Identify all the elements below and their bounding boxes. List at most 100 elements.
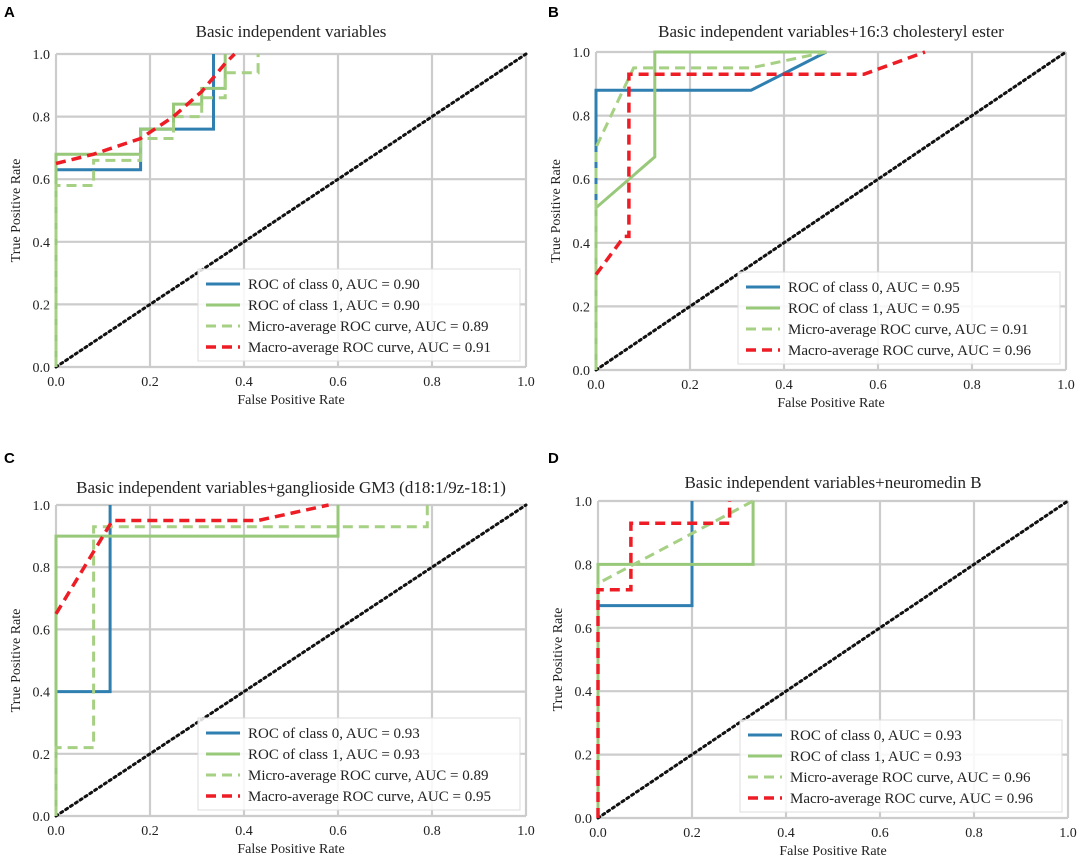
- y-axis-label: True Positive Rate: [551, 608, 566, 712]
- y-tick-label: 0.2: [575, 749, 593, 764]
- panel-letter: B: [548, 4, 559, 21]
- series-line-diagonal: [54, 503, 528, 818]
- panel-letter: D: [548, 450, 559, 467]
- series-lines: [54, 503, 528, 818]
- legend-frame: [739, 719, 1063, 813]
- y-tick-label: 0.6: [33, 173, 51, 188]
- series-line-micro: [594, 50, 827, 370]
- legend-frame: [737, 271, 1061, 365]
- panel-d: D Basic independent variables+neuromedin …: [548, 450, 1077, 859]
- legend-entry: Macro-average ROC curve, AUC = 0.95: [248, 789, 491, 805]
- series-line-diagonal: [54, 52, 528, 369]
- y-tick-label: 0.4: [573, 237, 591, 252]
- series-line-class0: [54, 505, 112, 816]
- x-tick-label: 0.4: [235, 824, 253, 839]
- chart-title: Basic independent variables+neuromedin B: [684, 473, 981, 492]
- legend-entry: Micro-average ROC curve, AUC = 0.91: [788, 322, 1028, 338]
- legend-frame: [197, 268, 521, 362]
- x-tick-label: 0.6: [329, 375, 347, 390]
- panel-letter: A: [4, 4, 15, 21]
- legend-entry: ROC of class 0, AUC = 0.93: [248, 726, 420, 742]
- y-tick-label: 1.0: [33, 499, 51, 514]
- y-tick-label: 0.4: [33, 686, 51, 701]
- legend: ROC of class 0, AUC = 0.90 ROC of class 1…: [197, 268, 521, 362]
- legend: ROC of class 0, AUC = 0.95 ROC of class 1…: [737, 271, 1061, 365]
- series-line-macro: [596, 501, 732, 818]
- series-lines: [594, 50, 1068, 372]
- x-tick-label: 1.0: [517, 375, 535, 390]
- legend-entry: Macro-average ROC curve, AUC = 0.96: [790, 791, 1033, 807]
- x-tick-label: 0.0: [587, 378, 605, 393]
- x-axis-label: False Positive Rate: [777, 396, 884, 411]
- y-tick-label: 0.6: [33, 623, 51, 638]
- x-tick-label: 0.6: [329, 824, 347, 839]
- x-tick-label: 0.4: [775, 378, 793, 393]
- series-lines: [596, 499, 1070, 820]
- x-tick-label: 0.0: [589, 826, 607, 841]
- panel-c: C Basic independent variables+ganglioside…: [4, 450, 535, 857]
- chart-title: Basic independent variables+ganglioside …: [76, 478, 506, 497]
- series-line-macro: [594, 50, 926, 276]
- legend-entry: ROC of class 1, AUC = 0.93: [248, 747, 420, 763]
- x-tick-label: 0.0: [47, 824, 65, 839]
- legend-entry: Macro-average ROC curve, AUC = 0.96: [788, 343, 1031, 359]
- series-line-class1: [54, 505, 340, 816]
- x-axis-label: False Positive Rate: [779, 844, 886, 859]
- series-line-macro: [55, 52, 236, 166]
- series-line-micro: [54, 505, 429, 816]
- legend-entry: ROC of class 1, AUC = 0.95: [788, 301, 960, 317]
- x-tick-label: 0.8: [423, 824, 441, 839]
- y-tick-label: 0.0: [573, 364, 591, 379]
- legend-entry: Micro-average ROC curve, AUC = 0.89: [248, 319, 488, 335]
- x-tick-label: 1.0: [1057, 378, 1075, 393]
- legend-entry: Micro-average ROC curve, AUC = 0.96: [790, 770, 1031, 786]
- panel-b: B Basic independent variables+16:3 choles…: [548, 4, 1075, 411]
- y-axis-label: True Positive Rate: [549, 159, 564, 263]
- panel-letter: C: [4, 450, 15, 467]
- y-tick-label: 0.0: [575, 812, 593, 827]
- y-axis-label: True Positive Rate: [9, 159, 24, 263]
- series-line-class1: [596, 501, 755, 818]
- legend-entry: ROC of class 0, AUC = 0.93: [790, 728, 962, 744]
- x-tick-label: 0.2: [141, 375, 159, 390]
- y-tick-label: 0.6: [575, 622, 593, 637]
- series-line-class1: [54, 54, 227, 367]
- y-tick-label: 0.0: [33, 361, 51, 376]
- x-tick-label: 1.0: [517, 824, 535, 839]
- series-line-micro: [596, 499, 754, 818]
- y-tick-label: 1.0: [575, 495, 593, 510]
- y-tick-label: 1.0: [33, 48, 51, 63]
- grid: [54, 52, 528, 369]
- legend-entry: Micro-average ROC curve, AUC = 0.89: [248, 768, 488, 784]
- panel-a: A Basic independent variables 0.00.0 0.2 0.2…: [4, 4, 535, 408]
- x-axis-label: False Positive Rate: [237, 393, 344, 408]
- y-tick-label: 0.2: [573, 300, 591, 315]
- x-tick-label: 0.8: [423, 375, 441, 390]
- chart-title: Basic independent variables+16:3 cholest…: [658, 22, 1004, 41]
- x-axis-label: False Positive Rate: [237, 842, 344, 857]
- legend-entry: ROC of class 0, AUC = 0.95: [788, 280, 960, 296]
- chart-title: Basic independent variables: [196, 22, 387, 41]
- y-tick-label: 0.0: [33, 810, 51, 825]
- series-line-class0: [596, 501, 694, 818]
- y-tick-label: 0.8: [33, 111, 51, 126]
- x-tick-label: 0.4: [235, 375, 253, 390]
- series-line-macro: [54, 503, 329, 615]
- series-line-class1: [594, 50, 827, 370]
- series-line-micro: [54, 54, 260, 367]
- x-tick-label: 0.2: [141, 824, 159, 839]
- y-tick-label: 1.0: [573, 46, 591, 61]
- x-tick-label: 0.6: [869, 378, 887, 393]
- legend-entry: ROC of class 1, AUC = 0.90: [248, 298, 420, 314]
- y-tick-label: 0.8: [573, 110, 591, 125]
- x-tick-label: 1.0: [1059, 826, 1077, 841]
- y-tick-label: 0.8: [33, 561, 51, 576]
- legend-entry: ROC of class 0, AUC = 0.90: [248, 277, 420, 293]
- y-axis-label: True Positive Rate: [9, 609, 24, 713]
- y-tick-label: 0.4: [33, 236, 51, 251]
- x-tick-label: 0.6: [871, 826, 889, 841]
- series-lines: [54, 52, 528, 369]
- y-tick-label: 0.2: [33, 298, 51, 313]
- y-tick-label: 0.4: [575, 685, 593, 700]
